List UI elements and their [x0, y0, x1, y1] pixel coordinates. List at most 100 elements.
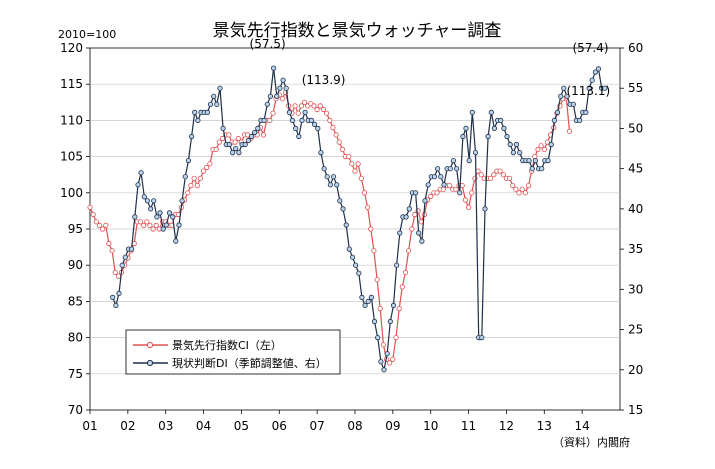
x-tick-label: 07: [310, 419, 325, 433]
data-point-1: [375, 334, 381, 341]
data-point-0: [90, 211, 96, 218]
data-point-0: [185, 190, 191, 196]
data-point-1: [252, 129, 258, 136]
data-point-0: [336, 139, 342, 145]
data-point-0: [232, 139, 238, 145]
data-point-1: [160, 226, 166, 232]
data-point-1: [248, 133, 255, 140]
data-point-1: [438, 174, 444, 180]
data-point-0: [109, 248, 115, 254]
data-point-0: [393, 334, 399, 341]
data-point-0: [374, 277, 380, 283]
data-point-1: [526, 158, 532, 164]
data-point-1: [554, 109, 561, 116]
data-point-1: [384, 351, 390, 357]
x-tick-label: 01: [82, 419, 97, 433]
data-point-0: [396, 305, 402, 312]
data-point-0: [188, 183, 194, 189]
data-point-1: [570, 101, 576, 107]
left-tick-label: 85: [68, 294, 83, 308]
data-point-1: [217, 85, 223, 91]
data-point-1: [352, 262, 359, 268]
data-point-1: [226, 141, 232, 148]
legend-marker-ci: [146, 341, 154, 349]
data-point-0: [544, 139, 551, 145]
data-point-1: [551, 117, 558, 124]
series-line-1: [112, 67, 605, 372]
right-tick-label: 55: [628, 81, 643, 95]
legend-marker-di: [146, 359, 154, 367]
left-tick-label: 100: [60, 186, 83, 200]
data-point-0: [446, 183, 453, 189]
data-point-1: [595, 66, 602, 72]
data-point-0: [115, 273, 122, 279]
data-point-0: [355, 161, 361, 167]
left-tick-label: 75: [68, 367, 83, 381]
data-point-1: [192, 109, 198, 116]
data-point-0: [506, 175, 513, 181]
data-point-1: [189, 133, 195, 140]
data-point-1: [289, 117, 296, 124]
x-tick-label: 03: [158, 419, 173, 433]
data-point-0: [311, 103, 317, 109]
data-point-1: [129, 246, 135, 252]
annotation-1: (113.9): [302, 73, 346, 87]
data-point-1: [397, 230, 403, 236]
data-point-1: [283, 85, 289, 91]
x-tick-label: 12: [499, 419, 514, 433]
data-point-1: [602, 85, 608, 91]
data-point-1: [170, 214, 176, 220]
data-point-0: [150, 226, 156, 232]
data-point-0: [465, 204, 472, 210]
data-point-0: [267, 117, 273, 124]
data-point-1: [362, 302, 368, 308]
data-point-1: [485, 133, 491, 140]
data-point-1: [561, 85, 567, 91]
data-point-1: [157, 210, 163, 216]
data-point-1: [242, 141, 248, 148]
data-point-0: [216, 139, 222, 145]
data-point-1: [479, 334, 485, 341]
data-point-0: [469, 190, 475, 196]
data-point-1: [311, 121, 318, 128]
x-axis: 01 02 03 04 05 06 07 08 09 10 11 12 13 14: [82, 410, 590, 433]
data-point-1: [214, 101, 220, 107]
data-point-0: [440, 186, 446, 192]
data-point-1: [349, 254, 356, 260]
data-point-1: [110, 294, 116, 300]
data-point-0: [314, 106, 320, 113]
x-tick-label: 05: [234, 419, 249, 433]
data-point-1: [315, 125, 321, 131]
data-point-1: [318, 150, 324, 156]
data-point-0: [538, 143, 544, 149]
data-point-1: [393, 262, 400, 268]
data-point-1: [346, 246, 352, 252]
data-point-1: [277, 85, 283, 91]
data-point-1: [441, 182, 447, 188]
data-point-1: [154, 214, 160, 220]
base-note: 2010=100: [58, 28, 116, 41]
x-tick-label: 08: [347, 419, 362, 433]
data-point-0: [522, 190, 528, 196]
data-point-1: [274, 93, 280, 99]
data-point-1: [469, 109, 475, 116]
data-point-0: [346, 154, 352, 160]
data-point-1: [406, 206, 412, 212]
data-point-1: [589, 77, 595, 83]
data-point-0: [93, 219, 99, 225]
data-point-1: [299, 117, 305, 124]
data-point-1: [119, 262, 125, 268]
series-group: [87, 65, 608, 373]
data-point-1: [132, 214, 138, 220]
right-tick-label: 35: [628, 242, 643, 256]
data-point-1: [457, 190, 463, 196]
data-point-1: [204, 109, 210, 116]
data-point-0: [478, 172, 484, 178]
data-point-1: [166, 210, 173, 216]
data-point-1: [113, 302, 119, 308]
annotation-0: (57.5): [250, 37, 286, 51]
data-point-0: [87, 204, 93, 210]
data-point-0: [519, 186, 525, 192]
data-point-0: [516, 190, 522, 196]
data-point-0: [535, 146, 541, 152]
